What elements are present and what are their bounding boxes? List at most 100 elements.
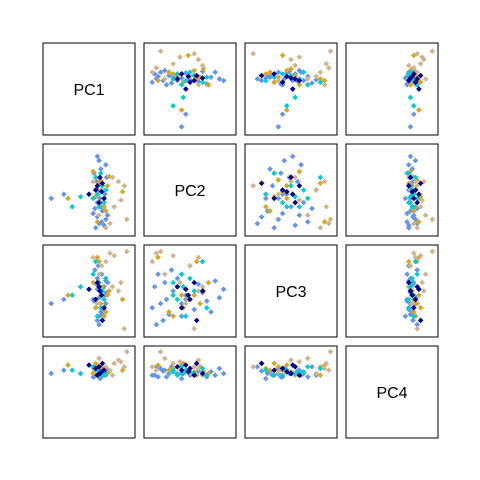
data-point — [296, 182, 303, 189]
data-point — [96, 283, 102, 290]
data-point — [96, 203, 102, 210]
data-point — [199, 365, 206, 372]
data-point — [275, 74, 282, 81]
data-point — [317, 180, 324, 187]
data-point — [65, 292, 71, 299]
data-point — [409, 292, 416, 299]
data-point — [258, 214, 265, 220]
data-point — [187, 79, 193, 86]
data-point — [405, 161, 412, 168]
data-point — [86, 191, 92, 198]
data-point — [279, 199, 286, 206]
data-point — [421, 288, 427, 294]
data-point — [182, 313, 189, 320]
data-point — [300, 77, 307, 84]
data-point — [262, 195, 269, 202]
panel-r2-c2: PC2 — [143, 143, 237, 237]
data-point — [107, 367, 113, 374]
data-point — [416, 86, 422, 92]
data-point — [178, 271, 185, 278]
data-point — [157, 348, 164, 355]
data-point — [275, 123, 282, 130]
data-point — [404, 271, 410, 278]
data-point — [153, 321, 160, 328]
data-point — [182, 77, 189, 84]
data-point — [90, 195, 97, 202]
panel-r1-c4 — [345, 42, 439, 136]
data-point — [115, 178, 122, 185]
data-point — [407, 81, 414, 88]
data-point — [279, 372, 286, 379]
panel-frame — [345, 143, 439, 237]
data-point — [187, 262, 193, 269]
data-point — [104, 182, 111, 189]
data-point — [278, 170, 284, 177]
data-point — [304, 195, 311, 202]
data-point — [99, 283, 106, 290]
data-point — [99, 180, 106, 187]
data-point — [182, 286, 189, 293]
data-point — [279, 111, 286, 118]
data-point — [288, 203, 294, 210]
data-point — [199, 75, 206, 81]
data-point — [296, 77, 303, 84]
panel-r1-c2 — [143, 42, 237, 136]
data-point — [405, 296, 412, 303]
data-point — [407, 174, 414, 181]
data-point — [155, 362, 161, 368]
data-point — [174, 71, 181, 77]
data-point — [275, 368, 282, 375]
data-point — [99, 208, 106, 214]
data-point — [69, 367, 76, 374]
data-point — [323, 203, 330, 210]
data-point — [92, 205, 98, 212]
data-point — [410, 203, 417, 210]
data-point — [208, 309, 214, 315]
data-point — [262, 203, 269, 210]
data-point — [417, 72, 424, 79]
data-point — [317, 79, 324, 86]
data-point — [195, 254, 202, 261]
data-point — [121, 363, 128, 370]
data-point — [414, 321, 421, 328]
data-point — [296, 168, 303, 175]
data-point — [289, 153, 296, 160]
data-point — [205, 279, 212, 286]
data-point — [416, 292, 422, 299]
data-point — [155, 77, 161, 84]
data-point — [317, 69, 324, 76]
data-point — [97, 309, 104, 315]
data-point — [174, 283, 181, 290]
data-point — [178, 71, 185, 77]
panel-r4-c1 — [42, 345, 136, 439]
panel-r2-c3 — [244, 143, 338, 237]
data-point — [275, 177, 282, 183]
data-point — [212, 372, 219, 379]
panel-frame — [143, 345, 237, 439]
data-point — [65, 362, 71, 368]
data-point — [102, 161, 109, 168]
data-point — [160, 317, 166, 324]
data-point — [410, 195, 417, 202]
data-point — [101, 296, 107, 303]
data-point — [155, 374, 161, 380]
data-point — [309, 363, 315, 370]
data-point — [409, 275, 416, 282]
data-point — [199, 79, 206, 86]
data-point — [279, 71, 286, 77]
data-point — [182, 70, 189, 76]
data-point — [170, 102, 177, 109]
data-point — [121, 182, 128, 189]
data-point — [283, 73, 290, 80]
data-point — [96, 212, 102, 219]
data-point — [161, 76, 168, 82]
data-point — [106, 288, 113, 294]
data-point — [178, 81, 185, 88]
data-point — [296, 358, 303, 365]
data-point — [292, 370, 299, 377]
data-point — [288, 178, 294, 185]
data-point — [98, 262, 105, 269]
data-point — [205, 81, 212, 88]
data-point — [296, 197, 303, 203]
data-point — [178, 123, 185, 130]
